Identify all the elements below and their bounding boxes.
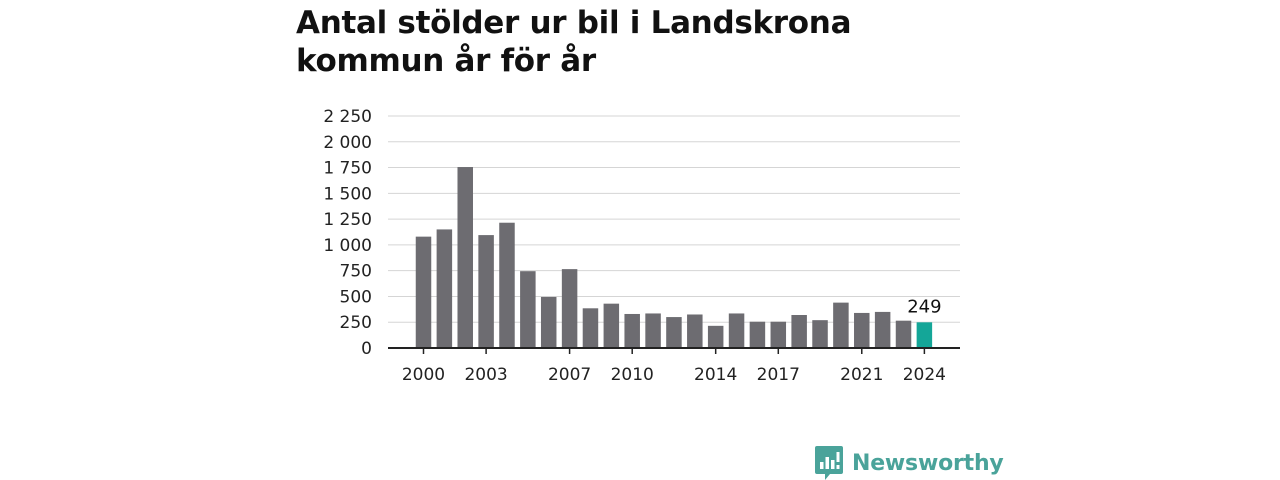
chart-title: Antal stölder ur bil i Landskrona kommun… <box>296 4 936 80</box>
y-tick-label: 0 <box>361 339 372 359</box>
bar-2003 <box>478 235 494 348</box>
bars <box>415 167 933 348</box>
x-tick-label: 2017 <box>757 365 800 385</box>
y-tick-label: 1 500 <box>323 184 372 204</box>
y-axis-ticks: 0 250 500 750 1 000 1 250 1 500 1 750 2 000 2 250 <box>323 107 372 359</box>
bar-2001 <box>436 229 453 348</box>
bar-2005 <box>520 271 536 348</box>
bar-2010 <box>624 313 640 348</box>
brand-name: Newsworthy <box>852 450 1004 476</box>
bar-2022 <box>874 311 891 348</box>
y-tick-label: 2 000 <box>323 133 372 153</box>
bar-2011 <box>645 313 661 348</box>
y-tick-label: 1 250 <box>323 210 372 230</box>
bar-2007 <box>561 269 578 348</box>
bar-2020 <box>833 302 849 348</box>
bar-2019 <box>812 320 828 348</box>
bar-2023 <box>895 320 912 348</box>
y-tick-label: 2 250 <box>323 107 372 127</box>
data-labels: 249 <box>907 296 941 317</box>
bar-2000 <box>415 236 432 348</box>
x-axis: 2000 2003 2007 2010 2014 2017 2021 2024 <box>388 347 960 385</box>
bar-2024 <box>916 322 933 348</box>
chart-title-line-2: kommun år för år <box>296 43 596 79</box>
x-tick-label: 2007 <box>548 365 591 385</box>
bar-2017 <box>770 321 787 348</box>
bar-2021 <box>854 312 870 348</box>
bar-2014 <box>707 325 724 348</box>
x-tick-label: 2003 <box>464 365 507 385</box>
bar-2016 <box>749 321 766 348</box>
y-tick-label: 750 <box>340 262 372 282</box>
bar-2002 <box>457 167 473 348</box>
bar-2015 <box>728 313 745 348</box>
bar-2013 <box>687 314 703 348</box>
bar-2006 <box>540 296 557 348</box>
x-tick-label: 2014 <box>694 365 737 385</box>
x-tick-label: 2021 <box>840 365 883 385</box>
x-tick-label: 2000 <box>402 365 445 385</box>
bar-2004 <box>499 222 515 348</box>
x-tick-label: 2010 <box>611 365 654 385</box>
x-tick-label: 2024 <box>903 365 946 385</box>
y-tick-label: 1 750 <box>323 159 372 179</box>
chart-title-line-1: Antal stölder ur bil i Landskrona <box>296 5 852 41</box>
y-tick-label: 500 <box>340 287 372 307</box>
bar-chart: 0 250 500 750 1 000 1 250 1 500 1 750 2 000 2 250… <box>323 107 960 385</box>
newsworthy-logo-icon <box>815 446 843 480</box>
bar-2012 <box>666 317 682 348</box>
y-tick-label: 250 <box>340 313 372 333</box>
bar-2008 <box>582 308 599 348</box>
y-tick-label: 1 000 <box>323 236 372 256</box>
bar-2018 <box>791 315 807 348</box>
bar-2009 <box>603 303 620 348</box>
data-label-2024: 249 <box>907 296 941 317</box>
newsworthy-logo: Newsworthy <box>815 446 1004 480</box>
gridlines <box>388 115 960 323</box>
